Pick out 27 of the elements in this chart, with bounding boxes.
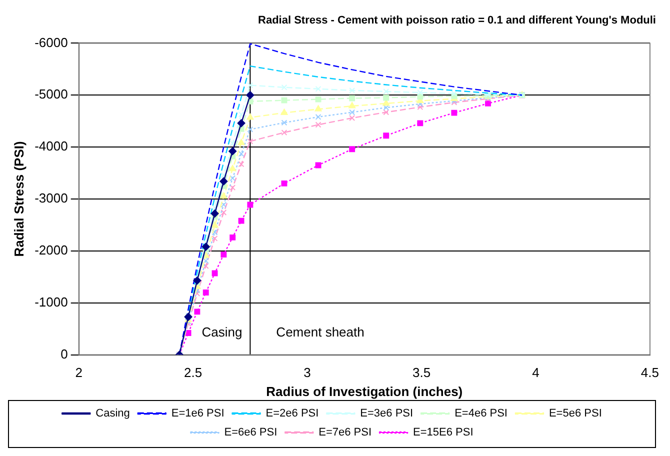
annotation: Cement sheath: [276, 324, 364, 340]
legend-label: E=1e6 PSI: [171, 408, 224, 420]
annotation: Casing: [202, 324, 242, 340]
x-axis-title: Radius of Investigation (inches): [266, 384, 463, 399]
legend-label: E=6e6 PSI: [224, 426, 278, 439]
y-tick-label: -4000: [34, 138, 68, 154]
y-tick-label: 0: [60, 346, 68, 362]
x-tick-label: 4: [532, 365, 540, 380]
legend-label: Casing: [96, 408, 130, 420]
legend-label: E=4e6 PSI: [454, 408, 508, 420]
chart-title: Radial Stress - Cement with poisson ratio = 0.1 and different Young's Moduli: [258, 14, 656, 27]
y-tick-label: -1000: [34, 294, 68, 310]
y-axis-title: Radial Stress (PSI): [11, 141, 26, 257]
y-tick-label: -5000: [34, 86, 68, 102]
x-tick-label: 2.5: [184, 365, 202, 380]
x-tick-label: 3.5: [412, 365, 431, 380]
legend-label: E=15E6 PSI: [413, 426, 474, 439]
legend-label: E=3e6 PSI: [360, 408, 414, 420]
y-tick-label: -6000: [34, 34, 68, 50]
x-tick-label: 3: [304, 365, 311, 380]
legend-label: E=7e6 PSI: [318, 426, 372, 439]
x-tick-label: 2: [75, 365, 82, 380]
legend-label: E=2e6 PSI: [266, 408, 319, 420]
y-tick-label: -2000: [34, 242, 68, 258]
y-tick-label: -3000: [34, 190, 68, 206]
x-tick-label: 4.5: [640, 365, 660, 380]
legend-label: E=5e6 PSI: [548, 408, 602, 420]
